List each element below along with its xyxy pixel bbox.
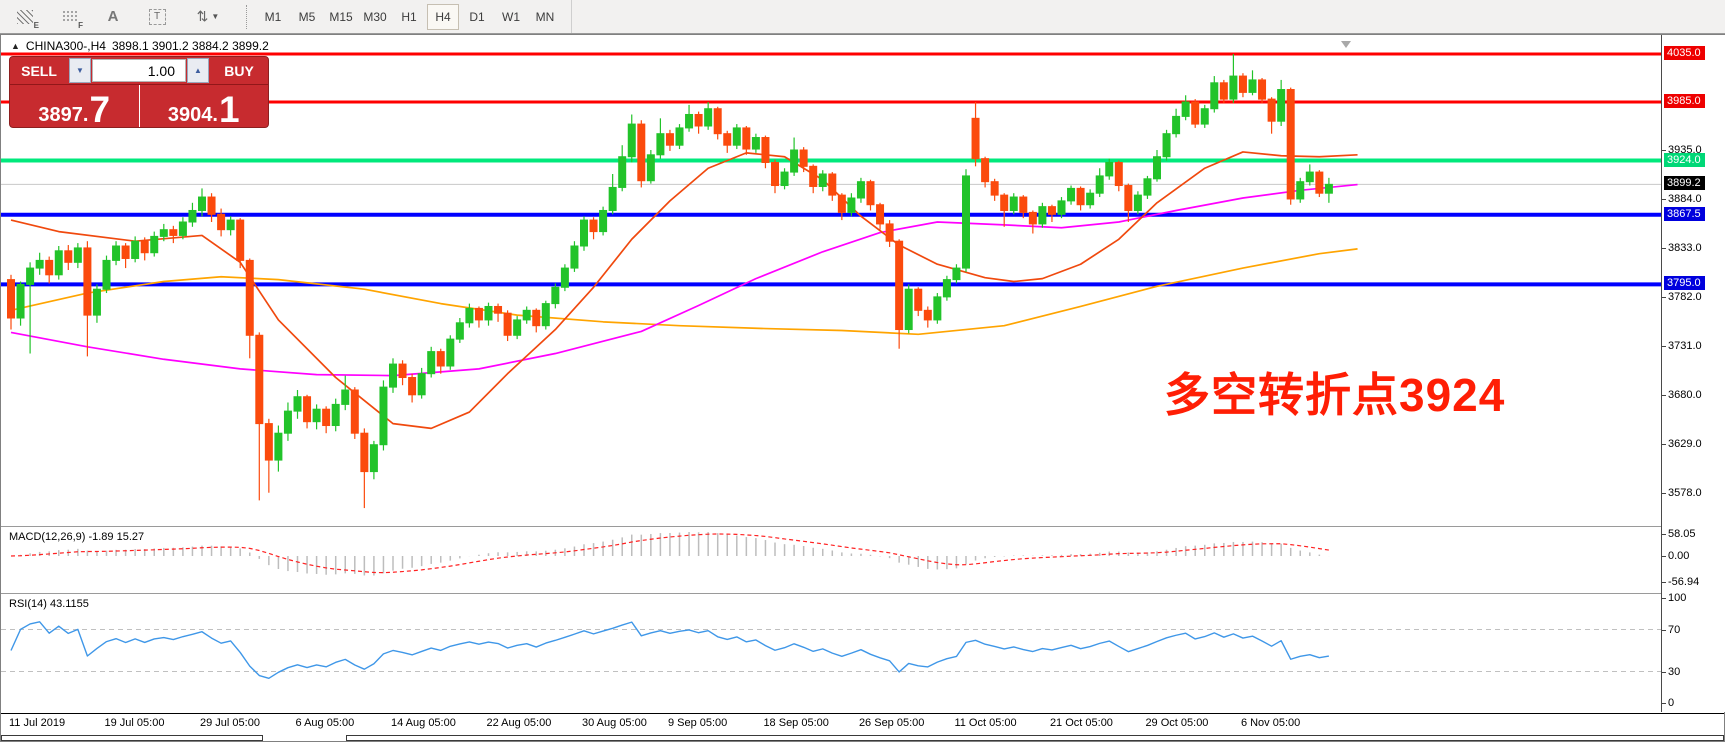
timeframe-button-m15[interactable]: M15 (329, 9, 353, 24)
chevron-down-icon: ▼ (211, 12, 220, 21)
time-axis-label: 29 Oct 05:00 (1145, 717, 1209, 729)
time-axis[interactable]: 11 Jul 2019 19 Jul 05:00 29 Jul 05:00 6 Aug… (1, 714, 1724, 735)
price-tick-label: 3680.0 (1662, 388, 1702, 401)
text-box-button[interactable]: T (142, 4, 172, 30)
time-axis-label: 26 Sep 05:00 (858, 717, 925, 729)
time-axis-label: 18 Sep 05:00 (763, 717, 829, 729)
rsi-panel-canvas (1, 621, 1661, 680)
scrollbar-thumb[interactable] (1, 735, 263, 741)
price-tick-label: 3629.0 (1662, 437, 1702, 450)
timeframe-button-mn[interactable]: MN (535, 9, 555, 24)
chart-window: ▲ CHINA300-,H4 3898.1 3901.2 3884.2 3899… (0, 34, 1725, 742)
timeframe-button-m5[interactable]: M5 (298, 9, 316, 24)
time-axis-label: 21 Oct 05:00 (1049, 717, 1113, 729)
scrollbar-track-segment[interactable] (346, 735, 1724, 741)
price-tick-label: 3578.0 (1662, 486, 1702, 499)
hatch-pattern-button[interactable]: E (10, 4, 40, 30)
price-tick-label: 3884.0 (1662, 192, 1702, 205)
time-axis-label: 11 Jul 2019 (9, 717, 66, 729)
time-axis-label: 30 Aug 05:00 (582, 717, 647, 729)
price-axis[interactable]: 3935.0 3884.0 3833.0 3782.0 3731.0 3680.0 3629… (1661, 35, 1725, 712)
chart-annotation-text: 多空转折点3924 (1164, 369, 1506, 421)
chart-symbol-label: CHINA300-,H4 (25, 39, 106, 53)
panel-separator[interactable] (1, 526, 1724, 528)
macd-scale-label: 58.05 (1662, 528, 1696, 540)
grid-pattern-button[interactable]: F (54, 4, 84, 30)
time-axis-label: 9 Sep 05:00 (667, 717, 728, 729)
price-level-badge: 4035.0 (1664, 46, 1705, 60)
time-axis-label: 14 Aug 05:00 (391, 717, 456, 729)
trade-panel-top-row: SELL ▼ 1.00 ▲ BUY (10, 57, 268, 85)
macd-panel-canvas (10, 532, 1330, 576)
buy-price[interactable]: 3904. 1 (140, 85, 269, 128)
one-click-trading-panel: SELL ▼ 1.00 ▲ BUY 3897. 7 3904. 1 (9, 56, 269, 128)
volume-input[interactable]: 1.00 (92, 59, 186, 82)
volume-increase-button[interactable]: ▲ (187, 58, 209, 83)
time-axis-label: 29 Jul 05:00 (200, 717, 260, 729)
toolbar-separator (246, 4, 247, 29)
timeframe-group: M1 M5 M15 M30 H1 H4 D1 W1 MN (257, 3, 561, 30)
timeframe-button-w1[interactable]: W1 (502, 9, 520, 24)
boxed-t-icon: T (148, 8, 166, 25)
rsi-scale-label: 70 (1661, 623, 1681, 636)
buy-button[interactable]: BUY (224, 62, 254, 79)
collapse-panel-arrow[interactable]: ▲ (11, 41, 20, 51)
price-tick-label: 3782.0 (1662, 290, 1702, 303)
panel-separator-2[interactable] (1, 593, 1724, 595)
price-level-badge: 3795.0 (1664, 276, 1705, 291)
price-level-badge: 3985.0 (1664, 94, 1705, 108)
toolbar-icon-group: E F A T ⇅ ▼ (0, 4, 230, 30)
volume-decrease-button[interactable]: ▼ (69, 58, 91, 83)
chart-title-row: ▲ CHINA300-,H4 3898.1 3901.2 3884.2 3899… (11, 39, 269, 53)
rsi-scale-label: 30 (1661, 665, 1681, 678)
time-axis-divider (1, 713, 1724, 714)
toolbar-separator-2 (571, 0, 572, 33)
chart-ohlc-values: 3898.1 3901.2 3884.2 3899.2 (111, 39, 269, 53)
sell-price-pip: 7 (89, 88, 111, 128)
time-axis-label: 6 Nov 05:00 (1240, 717, 1301, 729)
rsi-label: RSI(14) 43.1155 (9, 598, 89, 610)
rsi-scale-label: 0 (1661, 697, 1675, 709)
hatch-icon (17, 9, 33, 24)
time-axis-label: 6 Aug 05:00 (295, 717, 355, 729)
hatch-sub-label: E (33, 20, 39, 30)
volume-stepper: ▼ 1.00 ▲ (68, 57, 210, 84)
letter-a-icon: A (107, 8, 119, 25)
price-tick-label: 3833.0 (1662, 241, 1702, 254)
trade-panel-prices: 3897. 7 3904. 1 (10, 85, 269, 128)
timeframe-button-h4[interactable]: H4 (427, 3, 459, 30)
price-tick-label: 3731.0 (1662, 339, 1702, 352)
timeframe-button-m30[interactable]: M30 (363, 9, 387, 24)
price-level-badge: 3867.5 (1664, 206, 1705, 221)
buy-price-pip: 1 (218, 88, 240, 128)
cycle-arrows-button[interactable]: ⇅ ▼ (186, 4, 230, 30)
sell-price-int: 3897. (38, 104, 89, 126)
sell-button[interactable]: SELL (21, 62, 57, 79)
time-axis-label: 19 Jul 05:00 (104, 717, 165, 729)
cycle-arrows-icon: ⇅ (196, 8, 209, 24)
timeframe-button-d1[interactable]: D1 (469, 9, 485, 24)
grid-sub-label: F (78, 20, 83, 30)
macd-scale-label: 0.00 (1661, 550, 1690, 562)
time-axis-label: 11 Oct 05:00 (954, 717, 1017, 729)
timeframe-button-m1[interactable]: M1 (264, 9, 282, 24)
price-level-badge: 3924.0 (1664, 152, 1705, 167)
chart-shift-marker-icon[interactable] (1341, 41, 1351, 48)
rsi-scale-label: 100 (1661, 592, 1687, 604)
time-axis-label: 22 Aug 05:00 (486, 717, 552, 729)
timeframe-button-h1[interactable]: H1 (401, 9, 417, 24)
macd-scale-label: -56.94 (1661, 576, 1700, 588)
horizontal-scrollbar (1, 735, 1724, 741)
buy-price-int: 3904. (167, 104, 218, 126)
price-level-badge: 3899.2 (1664, 176, 1705, 191)
text-label-button[interactable]: A (98, 4, 128, 30)
macd-label: MACD(12,26,9) -1.89 15.27 (9, 531, 145, 543)
price-chart-canvas[interactable] (1, 35, 1661, 526)
toolbar: E F A T ⇅ ▼ M1 M5 M15 M30 H1 H4 D1 W1 MN (0, 0, 1725, 34)
sell-price[interactable]: 3897. 7 (10, 85, 140, 128)
grid-dots-icon (61, 10, 77, 23)
